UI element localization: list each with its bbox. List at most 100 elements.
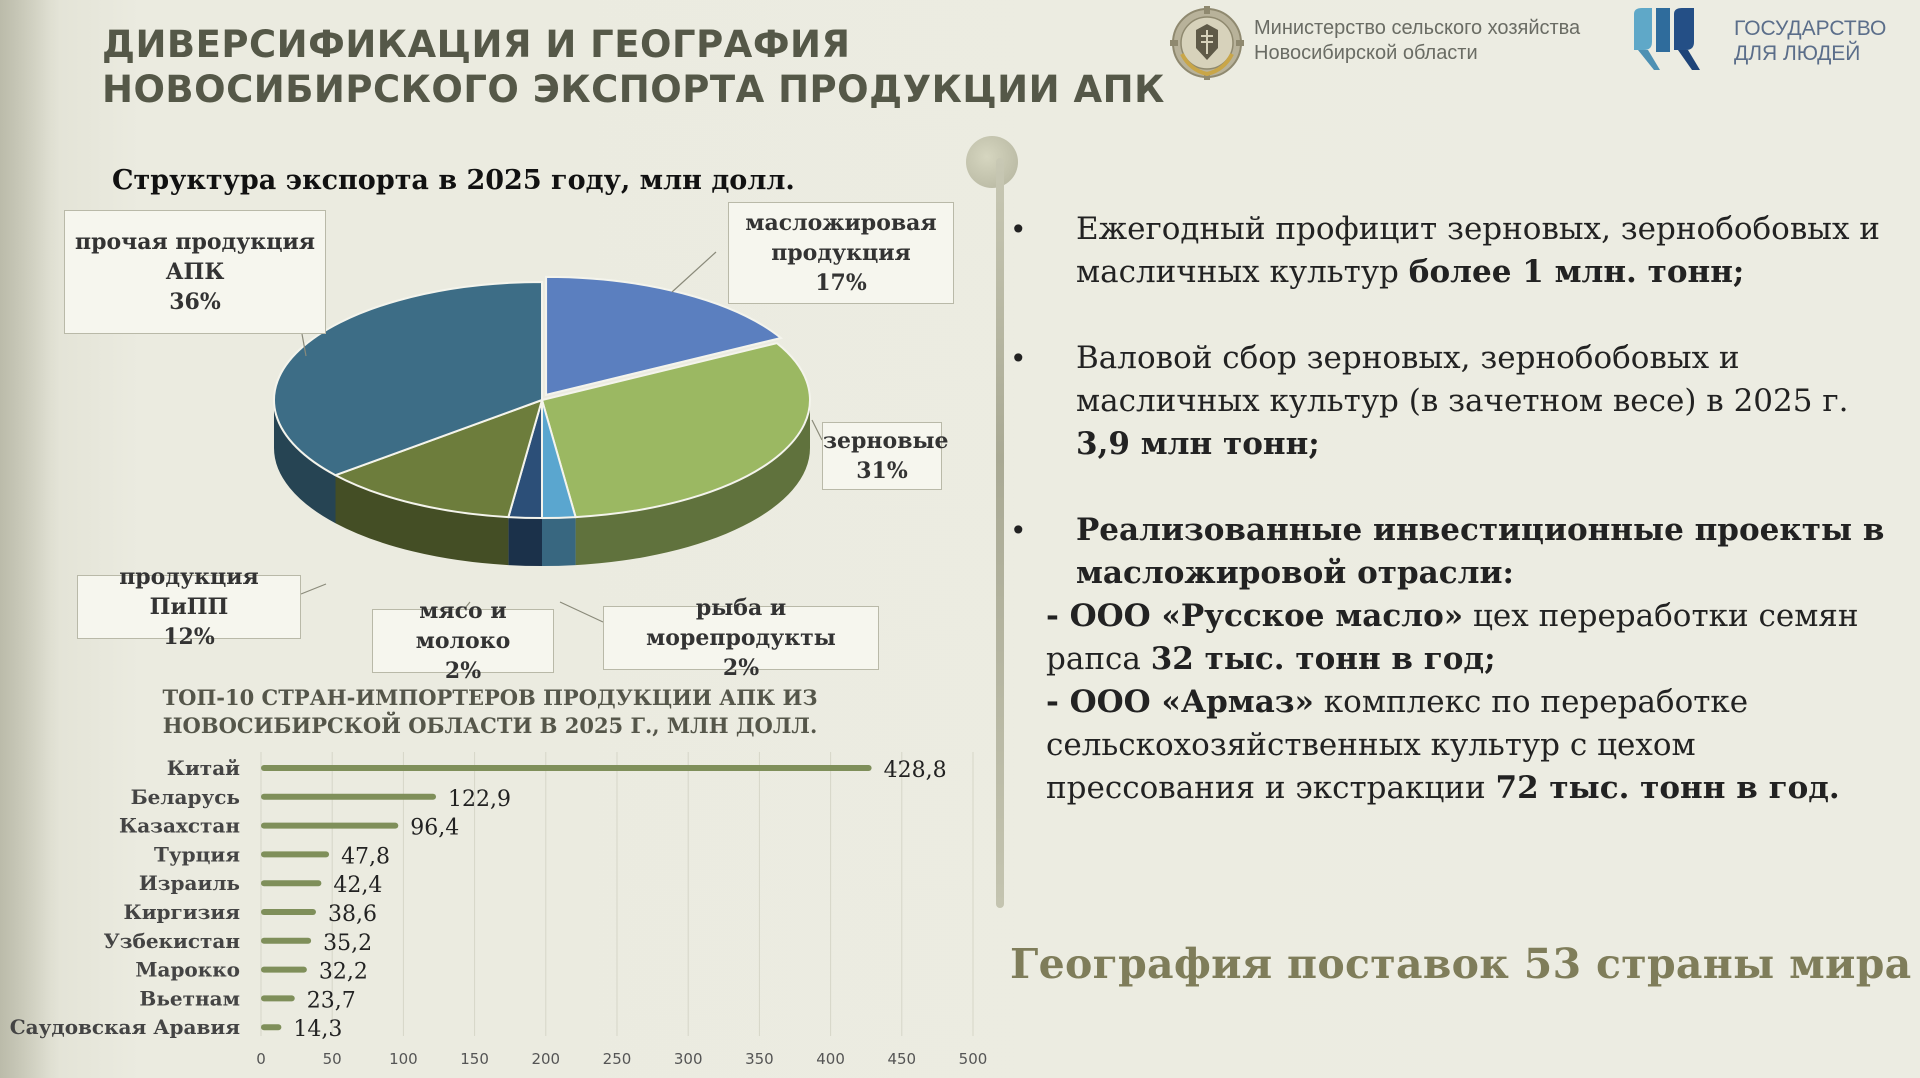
- bar-0: [261, 765, 872, 771]
- bar-category-label-7: Марокко: [135, 958, 240, 982]
- bullet-text-fragment: - ООО «Русское масло»: [1046, 598, 1464, 634]
- pie-label-meat: мясо и молоко 2%: [372, 598, 554, 684]
- pie-slice-1: [540, 342, 811, 519]
- bar-category-label-5: Киргизия: [124, 900, 241, 924]
- bar-category-label-9: Саудовская Аравия: [10, 1015, 241, 1039]
- bar-value-label-3: 47,8: [341, 844, 390, 869]
- bar-xtick-10: 500: [959, 1050, 988, 1068]
- bar-value-label-6: 35,2: [323, 931, 372, 956]
- pie-label-fish: рыба и морепродукты 2%: [603, 595, 879, 681]
- bullet-text: Ежегодный профицит зерновых, зернобобовы…: [1046, 208, 1890, 294]
- bullet-text-fragment: Ежегодный профицит зерновых, зернобобовы…: [1076, 211, 1880, 290]
- bullet-text-fragment: комплекс по переработке сельскохозяйстве…: [1046, 684, 1749, 806]
- bar-category-label-2: Казахстан: [119, 814, 240, 838]
- bullet-text-fragment: 3,9 млн тонн;: [1076, 426, 1320, 462]
- pie-slice-5: [273, 280, 543, 477]
- bar-xtick-4: 200: [531, 1050, 560, 1068]
- bullet-item-0: • Ежегодный профицит зерновых, зернобобов…: [1010, 208, 1890, 294]
- bar-chart-title: ТОП-10 СТРАН-ИМПОРТЕРОВ ПРОДУКЦИИ АПК ИЗ…: [162, 685, 818, 738]
- bar-value-label-1: 122,9: [448, 787, 511, 812]
- bullet-text-fragment: 32 тыс. тонн в год;: [1150, 641, 1496, 677]
- bullet-text-fragment: Реализованные инвестиционные проекты в м…: [1076, 512, 1885, 591]
- pie-chart-title: Структура экспорта в 2025 году, млн долл…: [112, 165, 795, 196]
- bar-value-label-4: 42,4: [333, 873, 382, 898]
- bar-xtick-5: 250: [603, 1050, 632, 1068]
- pie-leader-line-1: [811, 419, 823, 441]
- bar-category-label-4: Израиль: [139, 871, 240, 895]
- bar-xtick-0: 0: [256, 1050, 266, 1068]
- bullet-dot-icon: •: [1010, 342, 1027, 375]
- bar-xtick-2: 100: [389, 1050, 418, 1068]
- geography-footer: География поставок 53 страны мира: [1010, 940, 1912, 988]
- pie-slice-0: [545, 275, 784, 397]
- bar-3: [261, 851, 330, 858]
- bar-7: [261, 966, 307, 973]
- bar-value-label-5: 38,6: [328, 902, 377, 927]
- pie-leader-line-5: [301, 333, 307, 357]
- pie-leader-line-4: [300, 583, 327, 595]
- bar-value-label-9: 14,3: [293, 1017, 342, 1042]
- pie-slice-side-2: [542, 517, 576, 566]
- pie-slice-side-1: [575, 400, 810, 566]
- bar-gridlines: 0 50 100 150 200 250 300 350 400 450 500: [256, 752, 987, 1068]
- bar-xtick-6: 300: [674, 1050, 703, 1068]
- pie-label-oil: масложировая продукция 17%: [728, 202, 954, 304]
- bar-xtick-9: 450: [887, 1050, 916, 1068]
- bullet-text-fragment: более 1 млн. тонн;: [1408, 254, 1745, 290]
- pie-top: [273, 275, 811, 520]
- pie-slice-side-5: [274, 400, 336, 524]
- divider-knob: [966, 136, 1018, 188]
- bar-5: [261, 909, 316, 915]
- ministry-emblem-icon: [1170, 6, 1244, 80]
- bar-xtick-8: 400: [816, 1050, 845, 1068]
- bullet-text: Валовой сбор зерновых, зернобобовых и ма…: [1046, 337, 1890, 466]
- bar-category-label-3: Турция: [154, 842, 240, 866]
- bar-value-label-7: 32,2: [319, 960, 368, 985]
- pie-side-walls: [274, 400, 810, 566]
- bar-1: [261, 793, 437, 800]
- slide-edge-shadow: [0, 0, 60, 1078]
- bar-category-label-0: Китай: [167, 756, 240, 780]
- pie-label-pipp: продукция ПиПП 12%: [77, 564, 301, 650]
- pie-label-other: прочая продукция АПК 36%: [64, 210, 326, 334]
- bullet-list: • Ежегодный профицит зерновых, зернобобов…: [1010, 208, 1890, 810]
- bullet-text-fragment: цех переработки семян рапса: [1046, 598, 1859, 677]
- bar-category-label-1: Беларусь: [131, 785, 240, 809]
- pie-leader-line-2: [559, 601, 604, 623]
- bar-value-label-8: 23,7: [307, 988, 356, 1013]
- bar-4: [261, 880, 322, 887]
- project-item-0: - ООО «Русское масло» цех переработки се…: [1046, 595, 1890, 681]
- gov-for-people-caption: ГОСУДАРСТВО ДЛЯ ЛЮДЕЙ: [1734, 17, 1887, 65]
- slide-title: ДИВЕРСИФИКАЦИЯ И ГЕОГРАФИЯ НОВОСИБИРСКОГ…: [102, 23, 1165, 111]
- bullet-text: Реализованные инвестиционные проекты в м…: [1046, 509, 1890, 595]
- bar-6: [261, 937, 312, 944]
- bar-xtick-7: 350: [745, 1050, 774, 1068]
- bar-value-label-2: 96,4: [410, 816, 459, 841]
- project-item-1: - ООО «Армаз» комплекс по переработке се…: [1046, 681, 1890, 810]
- bar-xtick-1: 50: [323, 1050, 342, 1068]
- bar-category-label-8: Вьетнам: [139, 986, 240, 1010]
- bullet-dot-icon: •: [1010, 514, 1027, 547]
- bullet-dot-icon: •: [1010, 213, 1027, 246]
- pie-slice-side-4: [335, 475, 509, 566]
- bullet-text-fragment: - ООО «Армаз»: [1046, 684, 1314, 720]
- bullet-text-fragment: 72 тыс. тонн в год.: [1495, 770, 1840, 806]
- bar-2: [261, 822, 399, 829]
- vertical-divider: [996, 158, 1004, 908]
- bullet-text-fragment: Валовой сбор зерновых, зернобобовых и ма…: [1076, 340, 1849, 419]
- bullet-item-2: • Реализованные инвестиционные проекты в …: [1010, 509, 1890, 810]
- pie-slice-side-3: [508, 517, 542, 566]
- bar-chart: 0 50 100 150 200 250 300 350 400 450 500 Китай 428,8…: [10, 752, 987, 1068]
- bar-8: [261, 995, 295, 1002]
- bar-value-label-0: 428,8: [884, 758, 947, 783]
- gov-for-people-logo-icon: [1634, 8, 1700, 70]
- bar-xtick-3: 150: [460, 1050, 489, 1068]
- bar-category-label-6: Узбекистан: [103, 929, 240, 953]
- bullet-item-1: • Валовой сбор зерновых, зернобобовых и м…: [1010, 337, 1890, 466]
- pie-chart: [273, 251, 823, 623]
- pie-label-grain: зерновые 31%: [822, 422, 949, 490]
- bar-9: [261, 1024, 282, 1031]
- pie-leader-line-0: [671, 251, 717, 293]
- ministry-name: Министерство сельского хозяйства Новосиб…: [1254, 17, 1581, 64]
- pie-slice-4: [333, 398, 544, 519]
